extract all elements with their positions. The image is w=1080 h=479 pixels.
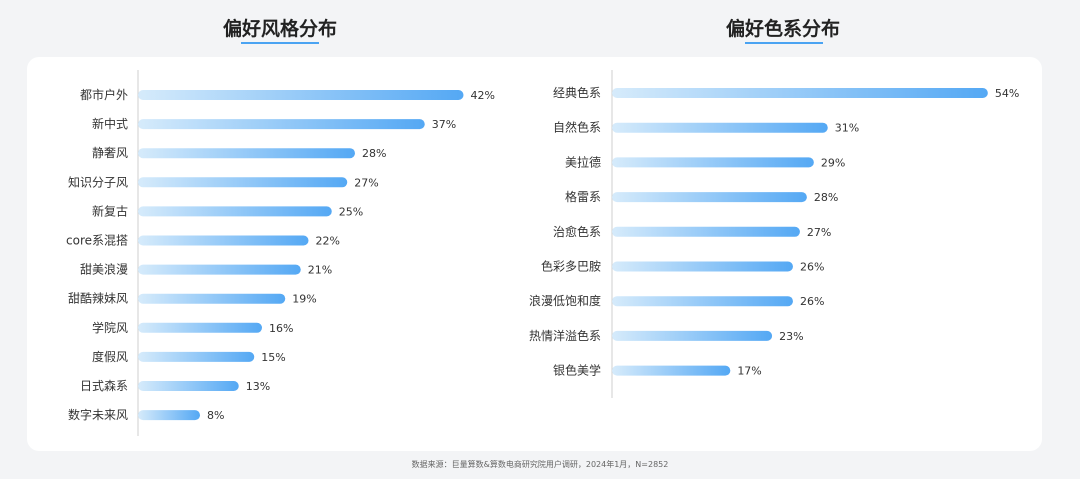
- style-category-label: 甜美浪漫: [80, 262, 128, 277]
- color-value-label: 29%: [821, 156, 845, 169]
- color-value-label: 23%: [779, 330, 803, 343]
- color-bar: [612, 330, 773, 341]
- style-value-label: 21%: [308, 264, 332, 277]
- color-value-label: 17%: [737, 365, 761, 378]
- style-bar: [138, 293, 286, 304]
- style-category-label: 静奢风: [92, 146, 128, 160]
- style-bar: [138, 177, 348, 188]
- style-value-label: 27%: [354, 176, 378, 189]
- color-bar: [612, 157, 814, 168]
- data-source-footer: 数据来源：巨量算数&算数电商研究院用户调研，2024年1月，N=2852: [411, 460, 669, 469]
- style-category-label: 新复古: [92, 203, 128, 218]
- style-bar: [138, 148, 355, 159]
- color-value-label: 26%: [800, 295, 824, 308]
- color-category-label: 热情洋溢色系: [529, 328, 601, 343]
- style-bar: [138, 322, 262, 333]
- right-chart-title: 偏好色系分布: [725, 18, 840, 40]
- style-value-label: 13%: [246, 380, 270, 393]
- color-value-label: 28%: [814, 191, 838, 204]
- color-category-label: 美拉德: [565, 154, 601, 169]
- left-title-underline: [241, 42, 319, 44]
- style-category-label: 学院风: [92, 320, 128, 335]
- style-category-label: 新中式: [92, 116, 128, 131]
- color-category-label: 治愈色系: [553, 224, 601, 239]
- style-bar: [138, 381, 239, 391]
- style-bar: [138, 351, 255, 362]
- style-category-label: 数字未来风: [68, 407, 128, 422]
- color-bar: [612, 365, 731, 376]
- style-bar: [138, 206, 332, 217]
- style-value-label: 28%: [362, 147, 386, 160]
- style-category-label: 甜酷辣妹风: [68, 292, 128, 306]
- color-bar: [612, 226, 800, 237]
- style-value-label: 42%: [471, 89, 495, 102]
- style-value-label: 37%: [432, 118, 456, 131]
- left-chart-title: 偏好风格分布: [222, 18, 337, 40]
- style-value-label: 19%: [292, 293, 316, 306]
- style-category-label: 知识分子风: [68, 175, 128, 189]
- style-bar: [138, 264, 301, 275]
- color-category-label: 银色美学: [553, 363, 601, 378]
- color-category-label: 浪漫低饱和度: [529, 293, 601, 308]
- color-value-label: 26%: [800, 261, 824, 274]
- color-value-label: 31%: [835, 122, 859, 135]
- style-category-label: 都市户外: [80, 87, 128, 102]
- color-bar: [612, 261, 793, 272]
- style-category-label: 日式森系: [80, 378, 128, 393]
- style-category-label: 度假风: [92, 349, 128, 364]
- style-category-label: core系混搭: [66, 234, 128, 248]
- style-bar: [138, 410, 200, 421]
- style-value-label: 25%: [339, 205, 363, 218]
- color-bar: [612, 122, 828, 133]
- right-title-underline: [745, 42, 823, 44]
- style-bar: [138, 119, 425, 130]
- style-value-label: 8%: [207, 409, 224, 422]
- color-bar: [612, 296, 793, 307]
- color-bar: [612, 192, 807, 203]
- style-bar: [138, 235, 309, 246]
- style-value-label: 15%: [261, 351, 285, 364]
- color-value-label: 54%: [995, 87, 1019, 100]
- style-value-label: 22%: [316, 235, 340, 248]
- color-category-label: 格雷系: [565, 189, 601, 204]
- color-bar: [612, 88, 988, 98]
- color-category-label: 经典色系: [553, 86, 601, 100]
- style-bar: [138, 90, 464, 100]
- color-value-label: 27%: [807, 226, 831, 239]
- style-value-label: 16%: [269, 322, 293, 335]
- color-category-label: 自然色系: [553, 120, 601, 135]
- color-category-label: 色彩多巴胺: [541, 260, 601, 274]
